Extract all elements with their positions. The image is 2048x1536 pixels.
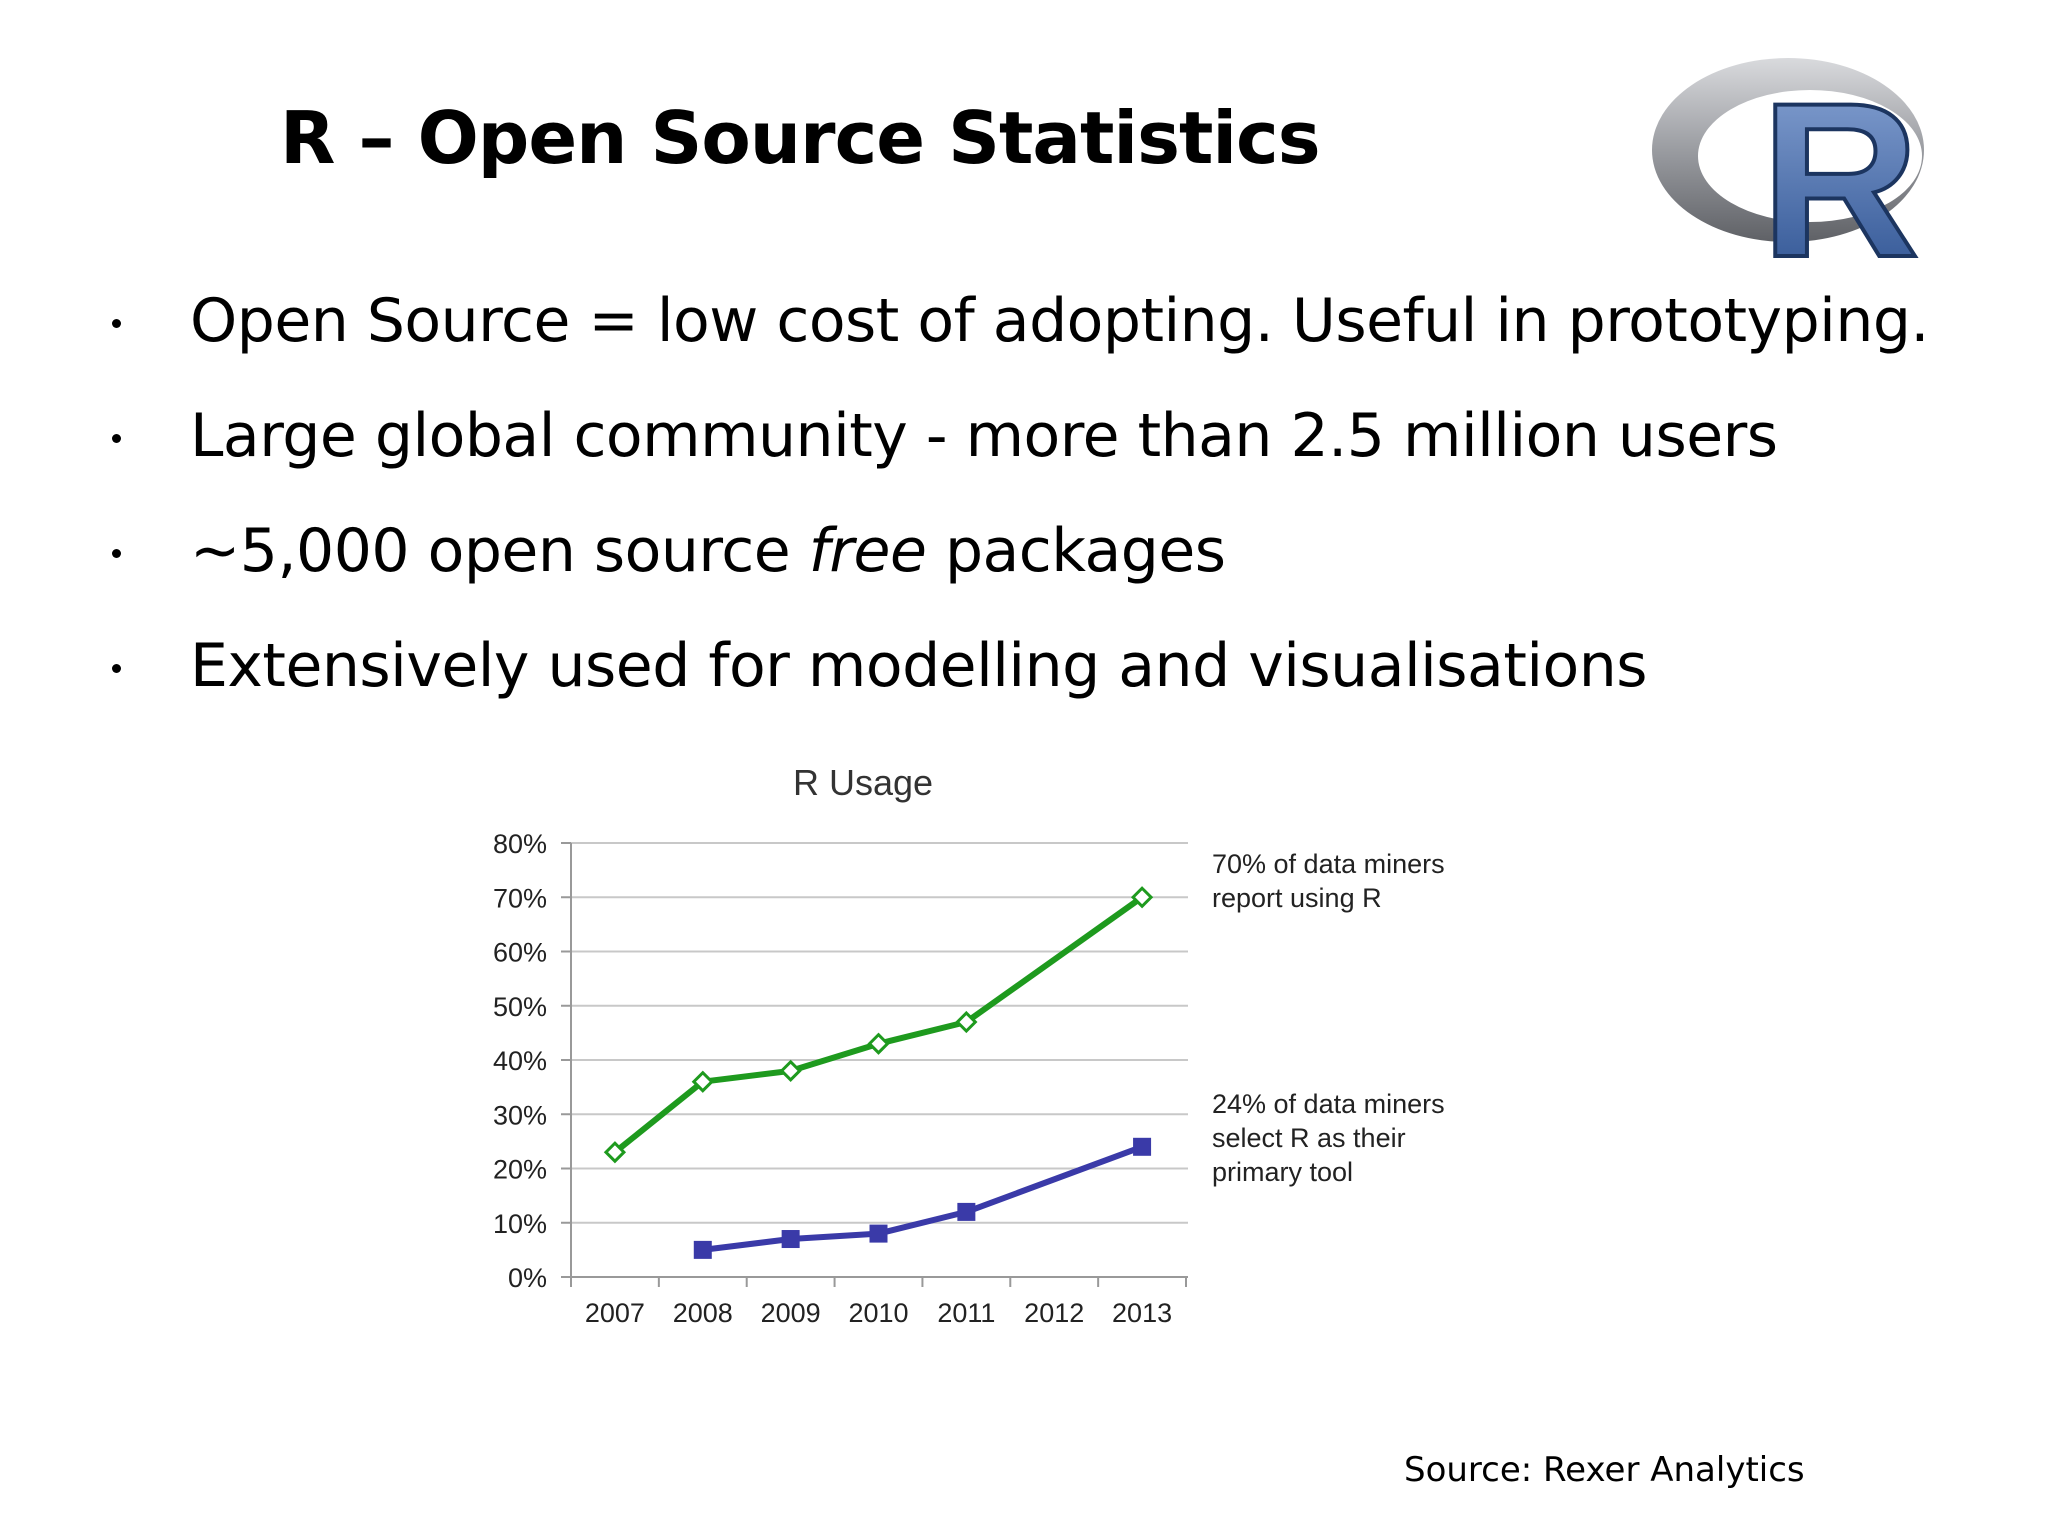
slide-title: R – Open Source Statistics	[280, 96, 1321, 180]
x-axis: 2007 2008 2009 2010 2011 2012 2013	[570, 1276, 1188, 1328]
annotation-line: report using R	[1212, 883, 1382, 913]
y-tick-label: 10%	[493, 1209, 547, 1239]
data-point	[779, 1059, 802, 1082]
x-tick-label: 2007	[585, 1298, 645, 1328]
bullet-marker	[112, 549, 121, 558]
data-point	[867, 1032, 890, 1055]
x-tick-label: 2009	[761, 1298, 821, 1328]
data-point	[869, 1224, 888, 1243]
bullet-marker	[112, 664, 121, 673]
source-citation: Source: Rexer Analytics	[1404, 1450, 1805, 1490]
y-tick-label: 30%	[493, 1100, 547, 1130]
y-tick-label: 80%	[493, 829, 547, 859]
chart-annotations: 70% of data miners report using R 24% of d…	[1212, 849, 1445, 1187]
series-line	[702, 1143, 1144, 1253]
bullet-text-emphasis: free	[808, 516, 927, 586]
bullet-list: Open Source = low cost of adopting. Usef…	[0, 0, 2048, 760]
y-tick-label: 50%	[493, 992, 547, 1022]
x-tick-label: 2013	[1112, 1298, 1172, 1328]
chart-series	[603, 886, 1154, 1259]
annotation-line: 70% of data miners	[1212, 849, 1445, 879]
bullet-text-part: packages	[926, 516, 1226, 586]
annotation-line: select R as their	[1212, 1123, 1406, 1153]
bullet-text: ~5,000 open source free packages	[190, 516, 1226, 586]
data-point	[955, 1010, 978, 1034]
x-tick-label: 2012	[1024, 1298, 1084, 1328]
bullet-text-part: ~5,000 open source	[190, 516, 809, 586]
data-point	[781, 1230, 800, 1249]
x-tick-label: 2011	[937, 1298, 995, 1328]
bullet-text-part: Open Source = low cost of adopting. Usef…	[190, 286, 1930, 356]
r-logo: R	[1652, 55, 1924, 270]
annotation-line: primary tool	[1212, 1157, 1353, 1187]
bullet-text: Large global community - more than 2.5 m…	[190, 401, 1778, 471]
data-point	[957, 1202, 976, 1221]
annotation-line: 24% of data miners	[1212, 1089, 1445, 1119]
r-logo-letter: R	[1761, 57, 1920, 270]
y-tick-label: 70%	[493, 883, 547, 913]
series-line	[613, 894, 1144, 1155]
x-tick-label: 2010	[848, 1298, 908, 1328]
x-tick-label: 2008	[673, 1298, 733, 1328]
data-point	[691, 1070, 714, 1093]
y-tick-label: 60%	[493, 938, 547, 968]
data-point	[1133, 1137, 1152, 1156]
chart-title: R Usage	[793, 762, 933, 803]
y-tick-label: 20%	[493, 1155, 547, 1185]
bullet-text: Extensively used for modelling and visua…	[190, 631, 1648, 701]
bullet-marker	[112, 434, 121, 443]
data-point	[603, 1141, 627, 1164]
y-tick-label: 40%	[493, 1046, 547, 1076]
data-point	[693, 1240, 712, 1259]
bullet-text-part: Extensively used for modelling and visua…	[190, 631, 1648, 701]
bullet-text: Open Source = low cost of adopting. Usef…	[190, 286, 1930, 356]
r-usage-chart: R Usage 0%10%20%30%40%50%60%70%80% 2007 2…	[493, 762, 1445, 1328]
y-axis: 0% 10% 20% 30% 40% 50% 60% 70% 80%	[493, 829, 572, 1293]
bullet-marker	[112, 319, 121, 328]
y-tick-label: 0%	[508, 1263, 547, 1293]
bullet-text-part: Large global community - more than 2.5 m…	[190, 401, 1778, 471]
data-point	[1130, 886, 1154, 909]
